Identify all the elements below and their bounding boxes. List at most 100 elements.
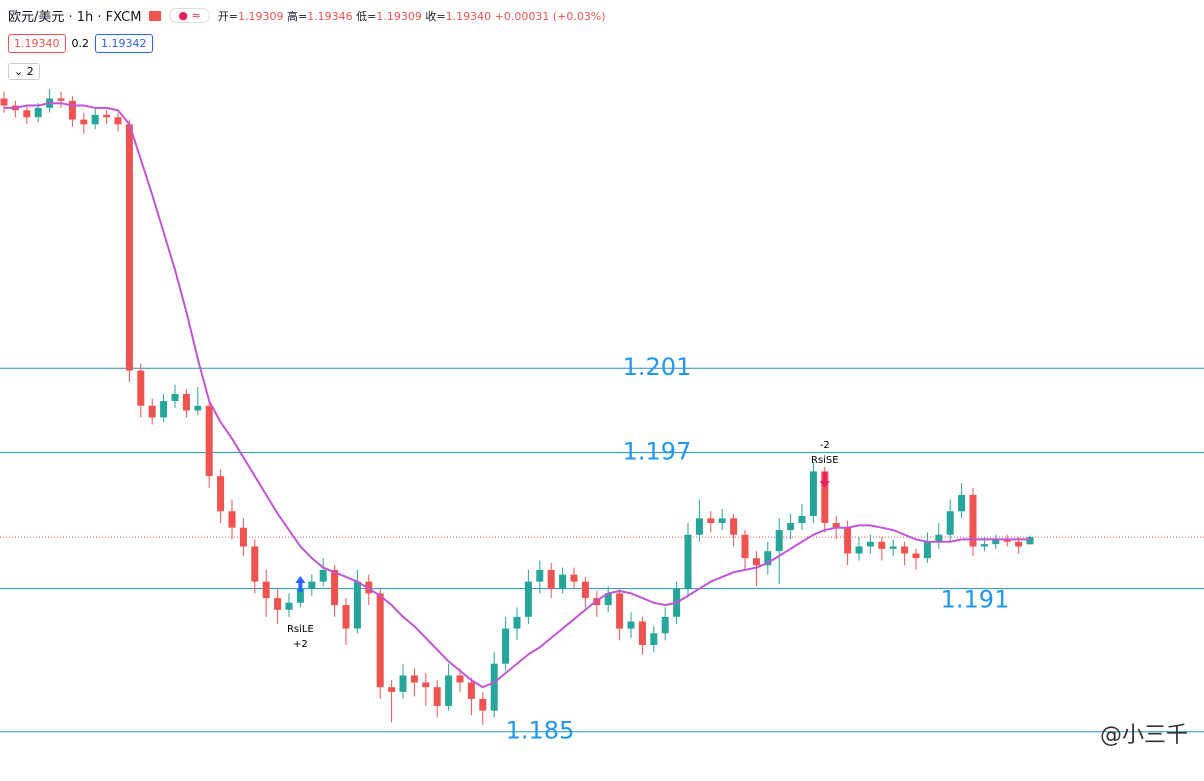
legend-value: 1.19340 — [445, 9, 492, 23]
candle-body — [296, 588, 304, 603]
ohlc-legend: 开=1.19309 高=1.19346 低=1.19309 收=1.19340 … — [218, 8, 606, 24]
candle-body — [718, 518, 726, 524]
candle-body — [80, 119, 88, 125]
legend-value: 1.19309 — [237, 9, 284, 23]
candle-body — [969, 494, 977, 547]
indicator-toggle[interactable]: ⌄ 2 — [8, 63, 40, 80]
candle-body — [228, 511, 236, 528]
candle-body — [661, 616, 669, 634]
legend-key: 收= — [425, 9, 446, 23]
candle-body — [376, 593, 384, 688]
candle-body — [604, 593, 612, 606]
candle-body — [410, 675, 418, 683]
candle-body — [536, 569, 544, 582]
candle-body — [650, 633, 658, 645]
candle-body — [194, 405, 202, 411]
ask-badge[interactable]: 1.19342 — [95, 34, 153, 53]
candle-body — [866, 541, 874, 547]
candle-body — [331, 569, 339, 606]
candle-body — [775, 530, 783, 552]
candle-body — [148, 405, 156, 418]
candle-body — [581, 581, 589, 599]
candle-body — [262, 581, 270, 599]
candle-body — [274, 598, 282, 610]
candle-body — [502, 628, 510, 664]
moving-average — [4, 102, 1030, 689]
signal-size: +2 — [293, 639, 308, 650]
candle-body — [878, 541, 886, 549]
candle-body — [445, 675, 453, 706]
status-pill[interactable]: ● ≈ — [169, 8, 210, 23]
candle-body — [707, 518, 715, 524]
candle-body — [114, 117, 122, 125]
candle-body — [91, 114, 99, 125]
candle-body — [217, 476, 225, 512]
candle-body — [467, 682, 475, 699]
candle-body — [980, 544, 988, 547]
candle-body — [695, 518, 703, 535]
candle-body — [456, 675, 464, 683]
candle-body — [901, 546, 909, 554]
candle-body — [923, 541, 931, 559]
candle-body — [559, 574, 567, 589]
candle-body — [764, 551, 772, 566]
candle-body — [0, 98, 8, 106]
candle-body — [832, 523, 840, 528]
symbol-title[interactable]: 欧元/美元 · 1h · FXCM — [8, 10, 142, 25]
candle-body — [34, 107, 42, 118]
candle-body — [992, 539, 1000, 545]
candle-body — [103, 114, 111, 118]
candle-body — [547, 569, 555, 589]
candle-body — [308, 581, 316, 589]
candle-body — [1026, 537, 1034, 545]
candle-body — [433, 687, 441, 706]
candle-body — [342, 605, 350, 629]
candle-body — [57, 98, 65, 101]
candle-body — [353, 581, 361, 629]
h-line-label: 1.191 — [941, 586, 1010, 614]
candle-body — [1003, 539, 1011, 542]
candle-body — [125, 124, 133, 371]
candle-body — [616, 593, 624, 629]
candle-body — [137, 370, 145, 406]
candle-body — [855, 546, 863, 554]
candle-body — [730, 518, 738, 535]
watermark: @小三千 — [1099, 723, 1188, 748]
legend-key: 高= — [286, 9, 308, 23]
candle-body — [23, 110, 31, 118]
candle-body — [285, 602, 293, 610]
bid-badge[interactable]: 1.19340 — [8, 34, 66, 53]
candle-body — [570, 574, 578, 582]
candle-body — [1015, 541, 1023, 547]
legend-key: 开= — [217, 9, 238, 23]
candle-body — [741, 534, 749, 559]
candle-body — [251, 546, 259, 582]
legend-value: 1.19309 — [376, 9, 422, 23]
candle-body — [787, 523, 795, 531]
candle-body — [490, 663, 498, 711]
candle-body — [171, 394, 179, 402]
candle-body — [388, 687, 396, 692]
candle-body — [205, 405, 213, 477]
signal-name: RsiSE — [811, 455, 839, 466]
candle-body — [160, 401, 168, 418]
flag-icon[interactable] — [149, 10, 162, 21]
candle-body — [798, 515, 806, 524]
h-line-label: 1.185 — [506, 717, 575, 745]
candle-body — [844, 527, 852, 554]
change: +0.00031 (+0.03%) — [494, 9, 606, 23]
signal-size: -2 — [820, 440, 830, 451]
candle-body — [182, 394, 190, 411]
candle-body — [422, 682, 430, 688]
candle-body — [513, 616, 521, 629]
legend-value: 1.19346 — [307, 9, 353, 23]
candle-body — [912, 553, 920, 559]
legend-key: 低= — [356, 9, 377, 23]
header: 欧元/美元 · 1h · FXCM ● ≈ 开=1.19309 高=1.1934… — [8, 6, 606, 25]
candle-body — [68, 100, 76, 120]
candle-body — [946, 511, 954, 535]
candle-body — [638, 621, 646, 645]
h-line-label: 1.201 — [623, 353, 692, 381]
h-line-label: 1.197 — [623, 438, 692, 466]
